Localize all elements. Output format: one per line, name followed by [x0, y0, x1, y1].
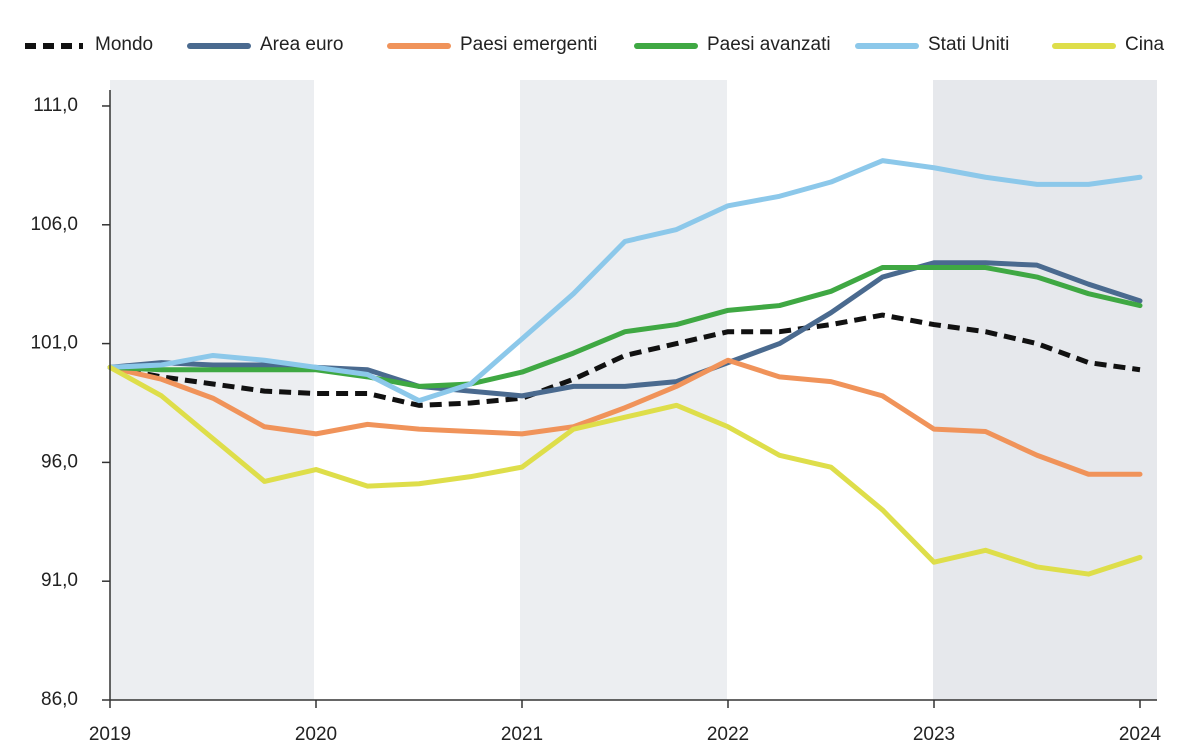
legend-label: Stati Uniti [928, 34, 1009, 55]
lines [107, 158, 1143, 577]
legend-label: Paesi emergenti [460, 34, 597, 55]
series-line [107, 260, 1143, 399]
series-line [107, 357, 1143, 477]
x-tick-label: 2019 [89, 724, 131, 745]
y-tick-label: 86,0 [41, 689, 78, 710]
y-tick-label: 111,0 [33, 95, 78, 116]
x-tick-label: 2022 [707, 724, 749, 745]
y-tick-label: 91,0 [41, 570, 78, 591]
series-line [109, 312, 1141, 408]
y-tick-label: 106,0 [30, 214, 78, 235]
y-tick-label: 101,0 [30, 333, 78, 354]
series-line [107, 364, 1143, 577]
x-tick-label: 2020 [295, 724, 337, 745]
legend-label: Cina [1125, 34, 1165, 55]
legend: Mondo Area euro Paesi emergenti Paesi avanz… [25, 34, 1165, 55]
legend-label: Area euro [260, 34, 343, 55]
legend-label: Paesi avanzati [707, 34, 831, 55]
legend-label: Mondo [95, 34, 153, 55]
grid: 86,0 91,0 96,0 101,0 106,0 111,0 2019 2020 2021 2… [30, 95, 1161, 745]
x-tick-label: 2021 [501, 724, 543, 745]
series-line [107, 158, 1143, 404]
series-line [107, 265, 1143, 389]
y-tick-label: 96,0 [41, 451, 78, 472]
x-tick-label: 2023 [913, 724, 955, 745]
x-tick-label: 2024 [1119, 724, 1162, 745]
